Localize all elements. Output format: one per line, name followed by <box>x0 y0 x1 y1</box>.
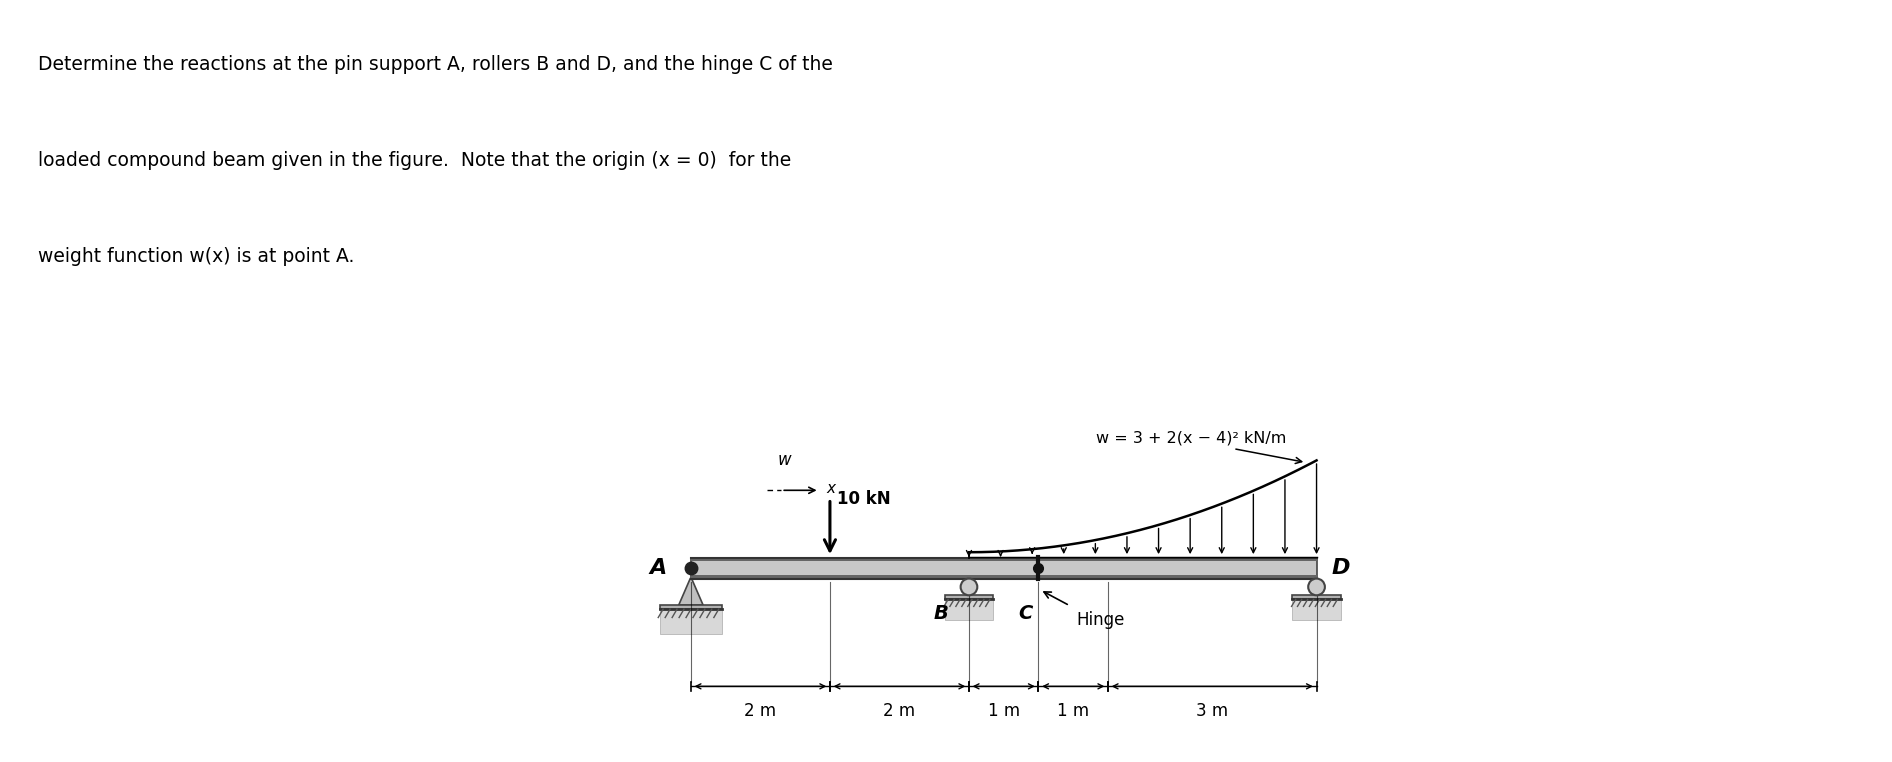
Polygon shape <box>660 605 723 609</box>
Polygon shape <box>691 575 1317 578</box>
Polygon shape <box>944 600 993 620</box>
Circle shape <box>961 578 978 595</box>
Polygon shape <box>691 558 1317 578</box>
Text: A: A <box>649 558 666 578</box>
Text: w: w <box>778 451 791 469</box>
Text: D: D <box>1332 558 1351 578</box>
Polygon shape <box>679 578 704 605</box>
Polygon shape <box>1292 595 1341 600</box>
Text: 10 kN: 10 kN <box>836 490 891 507</box>
Text: 2 m: 2 m <box>744 702 776 719</box>
Text: B: B <box>933 604 948 623</box>
Text: C: C <box>1018 604 1033 623</box>
Text: Determine the reactions at the pin support A, rollers B and D, and the hinge C o: Determine the reactions at the pin suppo… <box>38 55 832 74</box>
Text: 2 m: 2 m <box>884 702 916 719</box>
Text: w = 3 + 2(x − 4)² kN/m: w = 3 + 2(x − 4)² kN/m <box>1095 430 1287 445</box>
Text: loaded compound beam given in the figure.  Note that the origin (x = 0)  for the: loaded compound beam given in the figure… <box>38 151 791 170</box>
Text: Hinge: Hinge <box>1077 610 1126 629</box>
Circle shape <box>1307 578 1324 595</box>
Polygon shape <box>944 595 993 600</box>
Text: 1 m: 1 m <box>1058 702 1090 719</box>
Text: x: x <box>827 482 836 496</box>
Text: 1 m: 1 m <box>988 702 1020 719</box>
Polygon shape <box>1292 600 1341 620</box>
Polygon shape <box>660 609 723 633</box>
Text: 3 m: 3 m <box>1196 702 1228 719</box>
Text: weight function w(x) is at point A.: weight function w(x) is at point A. <box>38 247 354 266</box>
Polygon shape <box>691 558 1317 561</box>
